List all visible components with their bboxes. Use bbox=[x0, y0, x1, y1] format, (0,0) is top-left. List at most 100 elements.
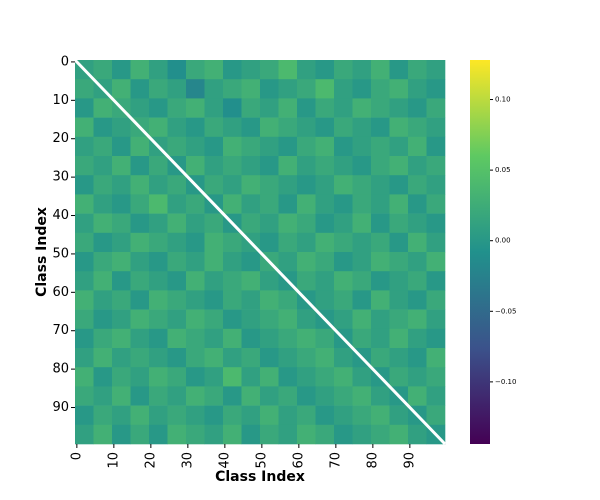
cell bbox=[186, 328, 205, 349]
cell bbox=[130, 271, 150, 291]
cell bbox=[223, 309, 242, 330]
cell bbox=[260, 213, 279, 234]
cell bbox=[426, 98, 446, 118]
cell bbox=[352, 328, 372, 349]
cell bbox=[112, 79, 131, 99]
x-tick-label: 90 bbox=[402, 452, 417, 469]
cell bbox=[241, 60, 261, 80]
cell bbox=[130, 194, 150, 214]
cell bbox=[93, 156, 113, 176]
cell bbox=[241, 328, 261, 349]
cell bbox=[315, 98, 335, 118]
cell bbox=[112, 136, 131, 157]
cell bbox=[241, 194, 261, 214]
cell bbox=[426, 290, 446, 310]
cell bbox=[167, 424, 187, 445]
cell bbox=[112, 328, 131, 349]
cell bbox=[167, 175, 187, 195]
cell bbox=[241, 386, 261, 406]
cell bbox=[186, 386, 205, 406]
cell bbox=[371, 213, 390, 234]
cell bbox=[278, 213, 298, 234]
cell bbox=[149, 309, 168, 330]
cell bbox=[223, 328, 242, 349]
cell bbox=[241, 290, 261, 310]
cell bbox=[167, 117, 187, 138]
cell bbox=[149, 290, 168, 310]
cell bbox=[204, 405, 224, 426]
cell bbox=[241, 79, 261, 99]
x-axis-label: Class Index bbox=[215, 469, 305, 485]
cell bbox=[93, 98, 113, 118]
cell bbox=[278, 136, 298, 157]
cell bbox=[297, 156, 316, 176]
cell bbox=[260, 386, 279, 406]
cell bbox=[278, 424, 298, 445]
cell bbox=[112, 156, 131, 176]
cell bbox=[389, 60, 409, 80]
cell bbox=[112, 290, 131, 310]
cell bbox=[75, 213, 94, 234]
cell bbox=[426, 156, 446, 176]
cell bbox=[186, 136, 205, 157]
cell bbox=[426, 386, 446, 406]
cell bbox=[93, 271, 113, 291]
cell bbox=[149, 98, 168, 118]
cell bbox=[315, 79, 335, 99]
cell bbox=[223, 271, 242, 291]
cell bbox=[426, 252, 446, 272]
cell bbox=[371, 98, 390, 118]
cell bbox=[371, 136, 390, 157]
cell bbox=[334, 271, 353, 291]
cell bbox=[389, 98, 409, 118]
cell bbox=[408, 136, 427, 157]
cell bbox=[426, 79, 446, 99]
y-tick-label: 40 bbox=[52, 208, 69, 223]
cell bbox=[130, 98, 150, 118]
heatmap bbox=[75, 60, 446, 445]
cell bbox=[334, 386, 353, 406]
cell bbox=[223, 405, 242, 426]
cell bbox=[352, 290, 372, 310]
cell bbox=[223, 252, 242, 272]
cell bbox=[278, 386, 298, 406]
cell bbox=[408, 117, 427, 138]
cell bbox=[315, 367, 335, 387]
cell bbox=[389, 328, 409, 349]
cell bbox=[241, 271, 261, 291]
cell bbox=[371, 60, 390, 80]
cell bbox=[426, 405, 446, 426]
cell bbox=[297, 117, 316, 138]
cell bbox=[112, 424, 131, 445]
cell bbox=[315, 175, 335, 195]
cell bbox=[334, 156, 353, 176]
cell bbox=[426, 175, 446, 195]
cell bbox=[241, 136, 261, 157]
cell bbox=[408, 386, 427, 406]
cell bbox=[167, 271, 187, 291]
cell bbox=[75, 252, 94, 272]
cell bbox=[149, 117, 168, 138]
cell bbox=[260, 424, 279, 445]
cell bbox=[408, 60, 427, 80]
cell bbox=[260, 367, 279, 387]
cell bbox=[241, 252, 261, 272]
cell bbox=[130, 79, 150, 99]
cell bbox=[278, 328, 298, 349]
cell bbox=[426, 309, 446, 330]
cell bbox=[204, 271, 224, 291]
cell bbox=[315, 271, 335, 291]
cell bbox=[241, 309, 261, 330]
cell bbox=[112, 117, 131, 138]
cell bbox=[130, 424, 150, 445]
cell bbox=[167, 405, 187, 426]
cell bbox=[334, 348, 353, 368]
cell bbox=[371, 405, 390, 426]
y-tick-label: 80 bbox=[52, 362, 69, 377]
cell bbox=[241, 117, 261, 138]
cell bbox=[371, 386, 390, 406]
cell bbox=[130, 213, 150, 234]
cell bbox=[75, 175, 94, 195]
cell bbox=[352, 405, 372, 426]
cell bbox=[315, 328, 335, 349]
